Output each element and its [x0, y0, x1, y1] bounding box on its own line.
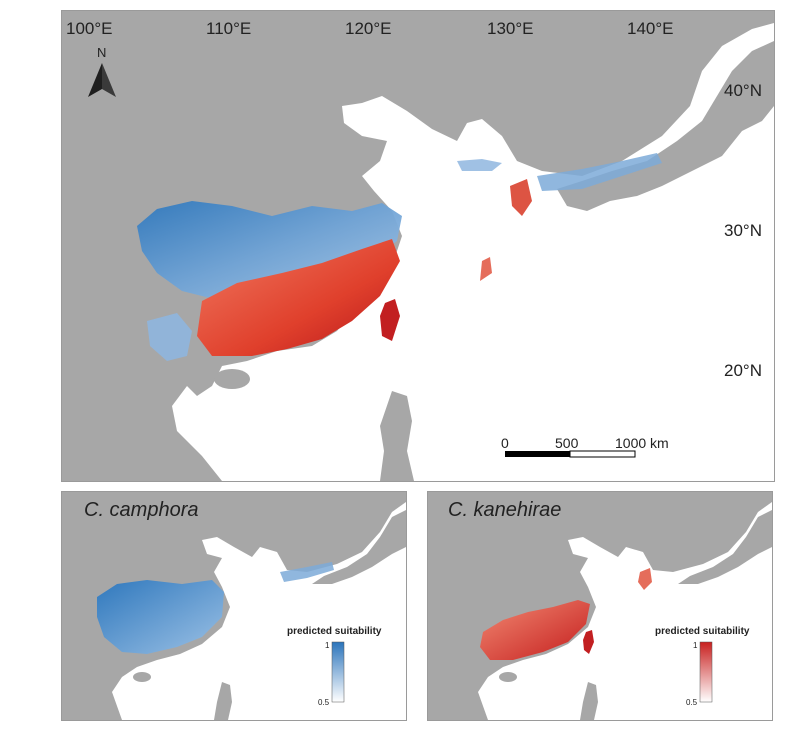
kanehirae-panel: C. kanehirae predicted suitability 1 0.5 — [427, 491, 773, 721]
camphora-legend-max: 1 — [325, 641, 330, 650]
camphora-range-korea — [457, 159, 502, 171]
lat-label-40: 40°N — [724, 81, 762, 100]
camphora-range-south — [147, 313, 192, 361]
kanehirae-map — [428, 492, 772, 720]
camphora-range-japan — [280, 562, 334, 582]
main-map — [62, 11, 774, 481]
lon-label-140: 140°E — [627, 19, 674, 38]
hainan-land — [214, 369, 250, 389]
camphora-hainan-land — [133, 672, 151, 682]
kanehirae-range-kyushu — [510, 179, 532, 216]
lat-label-20: 20°N — [724, 361, 762, 380]
mainland-land — [62, 11, 774, 481]
camphora-philippines-land — [214, 682, 232, 720]
kanehirae-legend-max: 1 — [693, 641, 698, 650]
camphora-title: C. camphora — [84, 499, 199, 521]
lon-label-130: 130°E — [487, 19, 534, 38]
lon-label-110: 110°E — [206, 19, 252, 38]
kanehirae-range-taiwan — [583, 630, 594, 654]
camphora-range — [97, 580, 224, 654]
kanehirae-range — [197, 239, 400, 356]
lon-label-120: 120°E — [345, 19, 392, 38]
kanehirae-legend-title: predicted suitability — [655, 626, 750, 637]
lat-label-30: 30°N — [724, 221, 762, 240]
kanehirae-legend-min: 0.5 — [686, 698, 698, 707]
scale-label-1000: 1000 km — [615, 435, 669, 451]
kanehirae-range — [480, 600, 590, 660]
kanehirae-japan-land — [678, 510, 772, 584]
camphora-legend-bar — [331, 641, 345, 703]
kanehirae-philippines-land — [580, 682, 598, 720]
camphora-panel: C. camphora predicted suitability 1 0.5 — [61, 491, 407, 721]
camphora-japan-land — [312, 510, 406, 584]
scale-bar — [505, 450, 636, 458]
lon-label-100: 100°E — [66, 19, 113, 38]
camphora-legend-title: predicted suitability — [287, 626, 382, 637]
scale-label-0: 0 — [501, 435, 509, 451]
japan-land — [557, 41, 774, 211]
north-label: N — [97, 45, 107, 60]
camphora-map — [62, 492, 406, 720]
north-arrow-icon — [88, 63, 116, 97]
kanehirae-hainan-land — [499, 672, 517, 682]
kanehirae-legend-bar — [699, 641, 713, 703]
scale-label-500: 500 — [555, 435, 579, 451]
kanehirae-mainland-land — [428, 492, 772, 720]
kanehirae-range-japan — [638, 568, 652, 590]
main-map-panel: 100°E 110°E 120°E 130°E 140°E 40°N 30°N … — [61, 10, 775, 482]
camphora-legend-min: 0.5 — [318, 698, 330, 707]
kanehirae-range-ryukyu — [480, 257, 492, 281]
camphora-mainland-land — [62, 492, 406, 720]
camphora-range-japan — [537, 153, 662, 191]
camphora-range — [137, 201, 402, 301]
kanehirae-title: C. kanehirae — [448, 499, 562, 521]
philippines-land — [380, 391, 414, 481]
taiwan-range — [380, 299, 400, 341]
